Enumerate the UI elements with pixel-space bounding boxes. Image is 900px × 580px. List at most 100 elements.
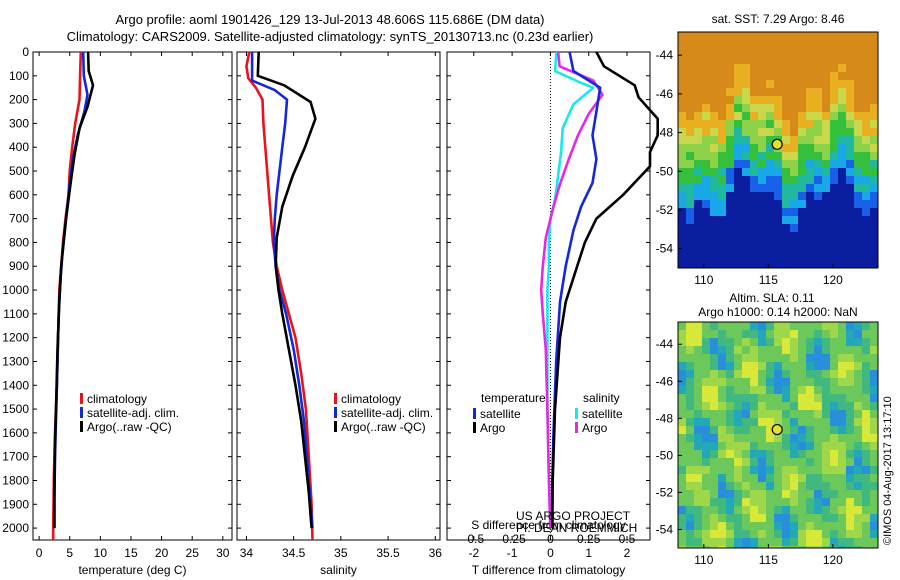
- map-cell: [758, 370, 767, 379]
- map-cell: [694, 450, 703, 459]
- map-cell: [750, 128, 759, 137]
- map-cell: [798, 48, 807, 57]
- map-cell: [870, 152, 879, 161]
- map-cell: [750, 184, 759, 193]
- map-cell: [734, 394, 743, 403]
- map-cell: [774, 538, 783, 547]
- map-cell: [814, 522, 823, 531]
- map-cell: [726, 506, 735, 515]
- map-cell: [838, 248, 847, 257]
- map-cell: [758, 152, 767, 161]
- x-tick-label: 2: [624, 546, 631, 560]
- map-cell: [846, 200, 855, 209]
- map-y-tick-label: -50: [656, 164, 674, 178]
- series-line-satellite-temperature: [550, 51, 602, 529]
- map-cell: [694, 386, 703, 395]
- map-cell: [790, 482, 799, 491]
- map-cell: [782, 434, 791, 443]
- map-cell: [846, 346, 855, 355]
- map-cell: [774, 40, 783, 49]
- map-cell: [678, 362, 687, 371]
- map-cell: [798, 184, 807, 193]
- map-cell: [726, 208, 735, 217]
- x-tick-label: 0: [547, 546, 554, 560]
- map-cell: [782, 56, 791, 65]
- map-cell: [790, 80, 799, 89]
- map-cell: [702, 426, 711, 435]
- map-cell: [822, 386, 831, 395]
- map-cell: [814, 112, 823, 121]
- map-cell: [766, 144, 775, 153]
- map-cell: [758, 248, 767, 257]
- map-cell: [838, 370, 847, 379]
- map-cell: [822, 322, 831, 331]
- map-cell: [862, 152, 871, 161]
- map-cell: [806, 136, 815, 145]
- map-cell: [862, 498, 871, 507]
- map-cell: [694, 370, 703, 379]
- map-cell: [862, 362, 871, 371]
- map-cell: [870, 346, 879, 355]
- map-cell: [814, 434, 823, 443]
- map-cell: [830, 458, 839, 467]
- map-cell: [726, 256, 735, 265]
- map-cell: [814, 386, 823, 395]
- map-cell: [790, 546, 799, 549]
- map-cell: [846, 40, 855, 49]
- map-cell: [734, 466, 743, 475]
- map-cell: [718, 240, 727, 249]
- map-cell: [822, 104, 831, 113]
- map-cell: [798, 240, 807, 249]
- map-cell: [766, 394, 775, 403]
- map-cell: [686, 112, 695, 121]
- map-cell: [750, 490, 759, 499]
- map-cell: [774, 168, 783, 177]
- legend-swatch: [334, 407, 337, 418]
- map-cell: [750, 338, 759, 347]
- map-cell: [742, 442, 751, 451]
- map-cell: [870, 192, 879, 201]
- map-cell: [822, 200, 831, 209]
- map-cell: [750, 232, 759, 241]
- map-cell: [694, 530, 703, 539]
- map-cell: [830, 256, 839, 265]
- map-cell: [814, 248, 823, 257]
- map-cell: [870, 442, 879, 451]
- map-cell: [710, 264, 719, 269]
- map-cell: [790, 72, 799, 81]
- map-cell: [838, 490, 847, 499]
- map-cell: [870, 434, 879, 443]
- map-cell: [766, 152, 775, 161]
- map-cell: [814, 240, 823, 249]
- map-cell: [806, 530, 815, 539]
- map-cell: [838, 322, 847, 331]
- map-cell: [758, 64, 767, 73]
- map-cell: [870, 232, 879, 241]
- map-cell: [830, 498, 839, 507]
- map-cell: [678, 152, 687, 161]
- map-cell: [846, 256, 855, 265]
- map-cell: [710, 442, 719, 451]
- map-y-tick-label: -52: [656, 203, 674, 217]
- x-tick-label: -1: [507, 546, 518, 560]
- map-cell: [822, 256, 831, 265]
- map-cell: [710, 160, 719, 169]
- map-cell: [862, 80, 871, 89]
- map-cell: [870, 490, 879, 499]
- map-cell: [790, 264, 799, 269]
- map-cell: [742, 386, 751, 395]
- map-cell: [782, 378, 791, 387]
- map-cell: [846, 322, 855, 331]
- map-cell: [702, 104, 711, 113]
- map-cell: [710, 200, 719, 209]
- map-cell: [726, 346, 735, 355]
- map-cell: [822, 346, 831, 355]
- map-cell: [822, 538, 831, 547]
- map-cell: [718, 112, 727, 121]
- map-cell: [702, 96, 711, 105]
- map-cell: [742, 322, 751, 331]
- map-cell: [830, 538, 839, 547]
- map-cell: [870, 538, 879, 547]
- map-cell: [702, 322, 711, 331]
- map-cell: [742, 482, 751, 491]
